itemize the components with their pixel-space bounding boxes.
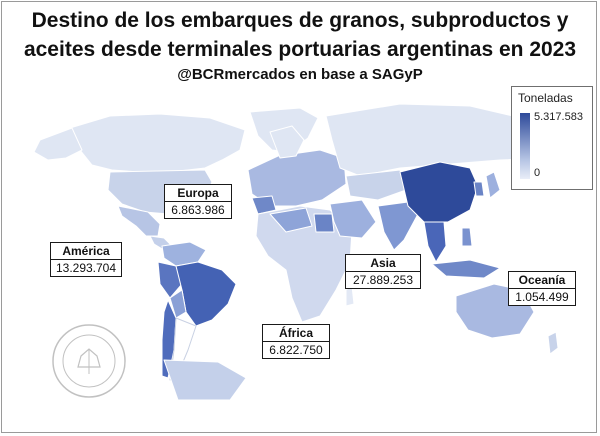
- region-name-africa: África: [263, 325, 329, 342]
- madagascar-shape: [345, 285, 355, 307]
- brazil-shape: [175, 261, 237, 327]
- region-value-america: 13.293.704: [55, 261, 117, 275]
- china-shape: [399, 161, 479, 223]
- japan-shape: [485, 171, 501, 199]
- region-name-europa: Europa: [165, 185, 231, 202]
- new-zealand-shape: [547, 331, 559, 355]
- spain-shape: [251, 195, 277, 215]
- africa-shape: [255, 205, 353, 323]
- legend-max-value: 5.317.583: [534, 111, 583, 123]
- legend-title: Toneladas: [518, 91, 573, 105]
- bolivia-shape: [169, 289, 187, 319]
- canada-shape: [69, 113, 246, 173]
- korea-shape: [473, 181, 485, 197]
- alaska-shape: [33, 127, 83, 161]
- region-label-asia: Asia 27.889.253: [345, 254, 421, 289]
- region-label-america: América 13.293.704: [50, 242, 122, 277]
- map-subtitle: @BCRmercados en base a SAGyP: [177, 66, 423, 83]
- region-label-oceania: Oceanía 1.054.499: [508, 271, 576, 306]
- region-value-africa: 6.822.750: [269, 343, 323, 357]
- north-africa-shape: [269, 207, 313, 233]
- region-name-america: América: [51, 243, 121, 260]
- egypt-shape: [313, 213, 335, 233]
- region-label-africa: África 6.822.750: [262, 324, 330, 359]
- bcr-seal-logo: [52, 324, 126, 398]
- scandinavia-shape: [269, 125, 305, 159]
- legend-min-value: 0: [534, 167, 541, 179]
- peru-shape: [157, 261, 183, 299]
- region-value-asia: 27.889.253: [352, 273, 414, 287]
- color-legend: Toneladas 5.317.583 0: [511, 86, 593, 190]
- region-value-oceania: 1.054.499: [515, 290, 569, 304]
- map-title-line-1: Destino de los embarques de granos, subp…: [31, 9, 569, 32]
- region-name-asia: Asia: [346, 255, 420, 272]
- central-asia-shape: [345, 169, 407, 201]
- middle-east-shape: [329, 199, 377, 239]
- antarctica-shape: [163, 359, 247, 401]
- russia-shape: [325, 103, 561, 177]
- region-value-europa: 6.863.986: [171, 203, 225, 217]
- indonesia-shape: [431, 259, 501, 279]
- southeast-asia-shape: [423, 221, 447, 263]
- region-name-oceania: Oceanía: [509, 272, 575, 289]
- map-title-line-2: aceites desde terminales portuarias arge…: [23, 38, 577, 61]
- region-label-europa: Europa 6.863.986: [164, 184, 232, 219]
- philippines-shape: [461, 227, 473, 247]
- legend-gradient-bar: [520, 113, 530, 179]
